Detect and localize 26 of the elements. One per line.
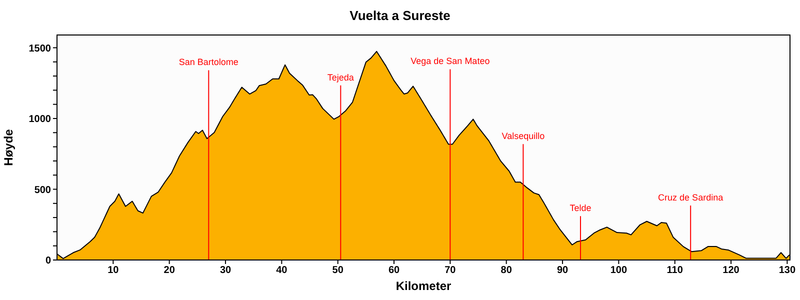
x-tick-label: 130 [778,265,796,276]
ref-line-label: Valsequillo [502,131,545,142]
x-tick-label: 80 [500,265,512,276]
x-tick-label: 30 [220,265,232,276]
x-tick-label: 20 [164,265,176,276]
ref-line-label: Cruz de Sardina [658,192,724,203]
ref-line-label: San Bartolome [178,57,238,68]
x-tick-label: 10 [108,265,120,276]
y-tick-label: 500 [34,184,52,196]
x-tick-label: 120 [722,265,740,276]
x-tick-label: 40 [276,265,288,276]
x-tick-label: 90 [556,265,569,276]
chart-title: Vuelta a Sureste [348,8,452,23]
x-tick-label: 50 [332,265,344,276]
x-tick-label: 70 [444,265,456,276]
y-tick-label: 1500 [28,43,52,54]
y-tick-label: 1000 [28,114,52,126]
y-axis-title: Høyde [1,128,16,166]
ref-line-label: Telde [570,203,592,214]
x-tick-label: 100 [610,265,628,276]
ref-line-label: Tejeda [327,72,354,82]
x-tick-label: 110 [666,265,684,276]
y-tick-label: 0 [45,256,52,267]
x-axis-title: Kilometer [396,279,452,293]
ref-line-label: Vega de San Mateo [410,56,490,66]
x-tick-label: 60 [388,265,400,276]
